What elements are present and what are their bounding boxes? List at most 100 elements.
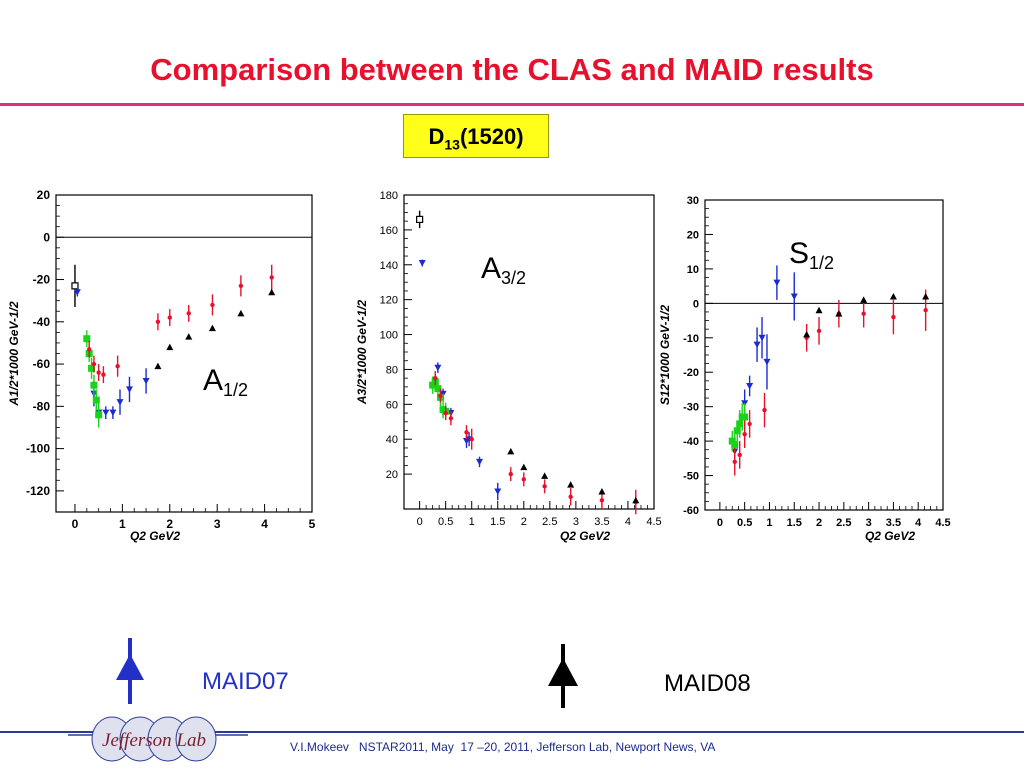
y-tick-label: 180 — [380, 190, 398, 202]
data-point — [541, 472, 549, 479]
footer-citation: V.I.Mokeev NSTAR2011, May 17 –20, 2011, … — [290, 740, 716, 754]
y-tick-label: -50 — [683, 471, 699, 483]
x-tick-label: 2 — [816, 517, 822, 529]
data-point — [746, 383, 754, 390]
data-point — [71, 282, 79, 290]
data-point — [154, 362, 162, 370]
y-tick-label: -40 — [683, 436, 699, 448]
data-point — [763, 358, 771, 366]
data-point — [95, 411, 103, 419]
data-point — [102, 409, 110, 417]
data-point — [816, 328, 822, 334]
data-point — [434, 385, 442, 393]
data-point — [733, 427, 741, 435]
y-tick-label: -120 — [26, 484, 50, 498]
chart-s12: 30 20 10 0 -10 -20 -30 -40 -50 -60 0 0.5 1 1.5 2 2.5 3 3.… — [658, 195, 951, 543]
data-point — [443, 410, 448, 416]
plot-frame — [704, 199, 944, 511]
data-point — [520, 463, 528, 471]
data-point — [448, 416, 454, 421]
footer-divider — [0, 731, 1024, 733]
data-point — [598, 488, 606, 495]
data-point — [166, 343, 174, 351]
y-tick-label: -40 — [33, 315, 51, 329]
data-point — [115, 363, 120, 369]
data-point — [125, 386, 133, 393]
data-point — [83, 335, 91, 343]
jefferson-lab-logo: Jefferson Lab — [68, 716, 248, 762]
resonance-badge: D13(1520) — [403, 114, 549, 158]
y-tick-label: -80 — [33, 399, 51, 413]
y-tick-label: 10 — [687, 264, 699, 276]
y-tick-label: -10 — [683, 333, 699, 345]
chart-a32: 20 40 60 80 100 120 140 160 180 0 0.5 1 1.5 2 2.5 3 3.5 4… — [355, 190, 662, 543]
resonance-mass: (1520) — [459, 124, 524, 149]
y-axis-label: A3/2*1000 GeV-1/2 — [355, 300, 369, 406]
data-point — [96, 370, 101, 375]
y-tick-label: -20 — [683, 367, 699, 379]
data-point — [568, 494, 573, 499]
data-point — [208, 324, 216, 332]
data-point — [494, 488, 502, 496]
resonance-main: D — [428, 124, 445, 149]
data-point — [91, 361, 97, 367]
data-point — [237, 309, 245, 317]
data-point — [101, 372, 106, 377]
data-point — [732, 459, 737, 464]
logo-text: Jefferson Lab — [102, 730, 206, 751]
x-axis-label: Q2 GeV2 — [865, 529, 915, 543]
y-tick-label: -60 — [683, 505, 699, 517]
y-tick-label: -30 — [683, 402, 699, 414]
x-tick-label: 3.5 — [886, 517, 901, 529]
panel-label: A1/2 — [203, 364, 248, 400]
data-point — [92, 396, 100, 404]
data-point — [268, 288, 276, 296]
data-point — [599, 498, 605, 503]
y-tick-label: 60 — [386, 399, 398, 411]
resonance-sub: 13 — [444, 136, 460, 153]
data-point — [238, 283, 244, 289]
data-point — [73, 289, 81, 296]
y-tick-label: 0 — [43, 230, 50, 244]
data-point — [434, 364, 442, 372]
data-point — [464, 430, 469, 435]
data-point — [861, 311, 866, 316]
x-tick-label: 4 — [625, 516, 631, 528]
data-point — [167, 315, 172, 320]
x-tick-label: 1 — [766, 517, 772, 529]
data-point — [507, 447, 515, 455]
y-tick-label: -60 — [33, 357, 51, 371]
y-tick-label: 20 — [37, 188, 51, 202]
x-axis-label: Q2 GeV2 — [130, 529, 180, 543]
data-point — [860, 296, 868, 303]
y-tick-label: 80 — [386, 364, 398, 376]
y-tick-label: 120 — [380, 295, 398, 307]
data-point — [186, 311, 191, 316]
y-axis-label: A1/2*1000 GeV-1/2 — [7, 301, 21, 407]
data-point — [737, 452, 742, 458]
x-tick-label: 3 — [214, 517, 221, 531]
data-point — [508, 471, 513, 477]
x-tick-label: 1 — [119, 517, 126, 531]
data-point — [742, 432, 747, 437]
y-tick-label: 30 — [687, 195, 699, 207]
data-point — [88, 364, 96, 372]
x-tick-label: 0 — [717, 517, 723, 529]
x-tick-label: 3 — [866, 517, 872, 529]
page-title: Comparison between the CLAS and MAID res… — [150, 52, 874, 87]
plot-frame — [55, 194, 313, 513]
x-tick-label: 2 — [521, 516, 527, 528]
maid08-legend-label: MAID08 — [664, 670, 751, 697]
data-point — [891, 314, 896, 320]
panel-label: A3/2 — [481, 252, 526, 288]
y-tick-label: 40 — [386, 434, 398, 446]
data-point — [758, 334, 766, 342]
data-point — [835, 310, 843, 317]
x-tick-label: 1.5 — [787, 517, 802, 529]
data-point — [753, 341, 761, 349]
y-tick-label: 160 — [380, 225, 398, 237]
data-point — [185, 333, 193, 340]
data-point — [142, 377, 150, 385]
x-tick-label: 0 — [417, 516, 423, 528]
x-tick-label: 4 — [915, 517, 922, 529]
